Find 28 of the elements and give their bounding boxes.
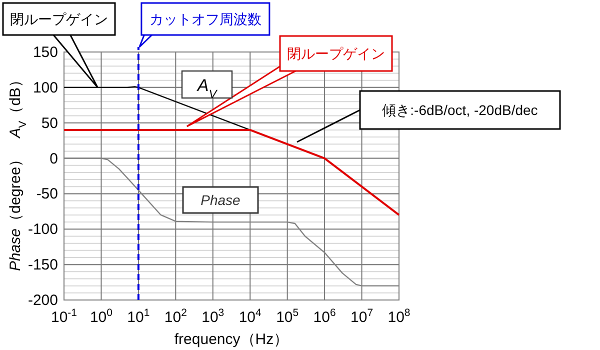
x-tick-label: 10$^{4}$ xyxy=(238,307,262,326)
y-tick-label: 150 xyxy=(32,44,58,61)
series-label: Phase xyxy=(200,192,241,208)
x-tick-label: 10$^{3}$ xyxy=(202,307,224,326)
text: Phase（degree） xyxy=(7,152,24,272)
label-box: A$_{V}$ xyxy=(181,70,233,101)
y-tick-label: -100 xyxy=(28,221,58,238)
x-tick-label: 10$^{6}$ xyxy=(313,307,336,326)
x-tick-label: 10$^{5}$ xyxy=(276,307,299,326)
annotation: 傾き:-6dB/oct, -20dB/dec xyxy=(382,102,538,118)
y-tick-label: -200 xyxy=(28,292,58,309)
callout: Phase xyxy=(182,186,259,214)
y-tick-label: -150 xyxy=(28,256,58,274)
annotation: A$_{V}$ xyxy=(196,76,218,101)
y-tick-label: 0 xyxy=(50,150,58,168)
x-tick-label: 10$^{0}$ xyxy=(90,307,113,326)
callout: カットオフ周波数 xyxy=(138,2,270,48)
x-tick-label: 10$^{8}$ xyxy=(388,307,410,326)
x-tick-label: 10$^{1}$ xyxy=(127,307,150,326)
y-tick-label: -50 xyxy=(36,186,58,203)
x-tick-label: 10$^{-1}$ xyxy=(50,307,78,326)
x-tick-label: 10$^{7}$ xyxy=(350,307,374,326)
y-tick-label: 50 xyxy=(41,114,58,132)
ref-line-label: カットオフ周波数 xyxy=(149,11,262,28)
y-tick-label: 100 xyxy=(32,79,58,96)
x-axis-title: frequency（Hz） xyxy=(174,331,289,348)
x-tick-label: 10$^{2}$ xyxy=(164,307,188,326)
callout: 傾き:-6dB/oct, -20dB/dec xyxy=(296,90,561,143)
